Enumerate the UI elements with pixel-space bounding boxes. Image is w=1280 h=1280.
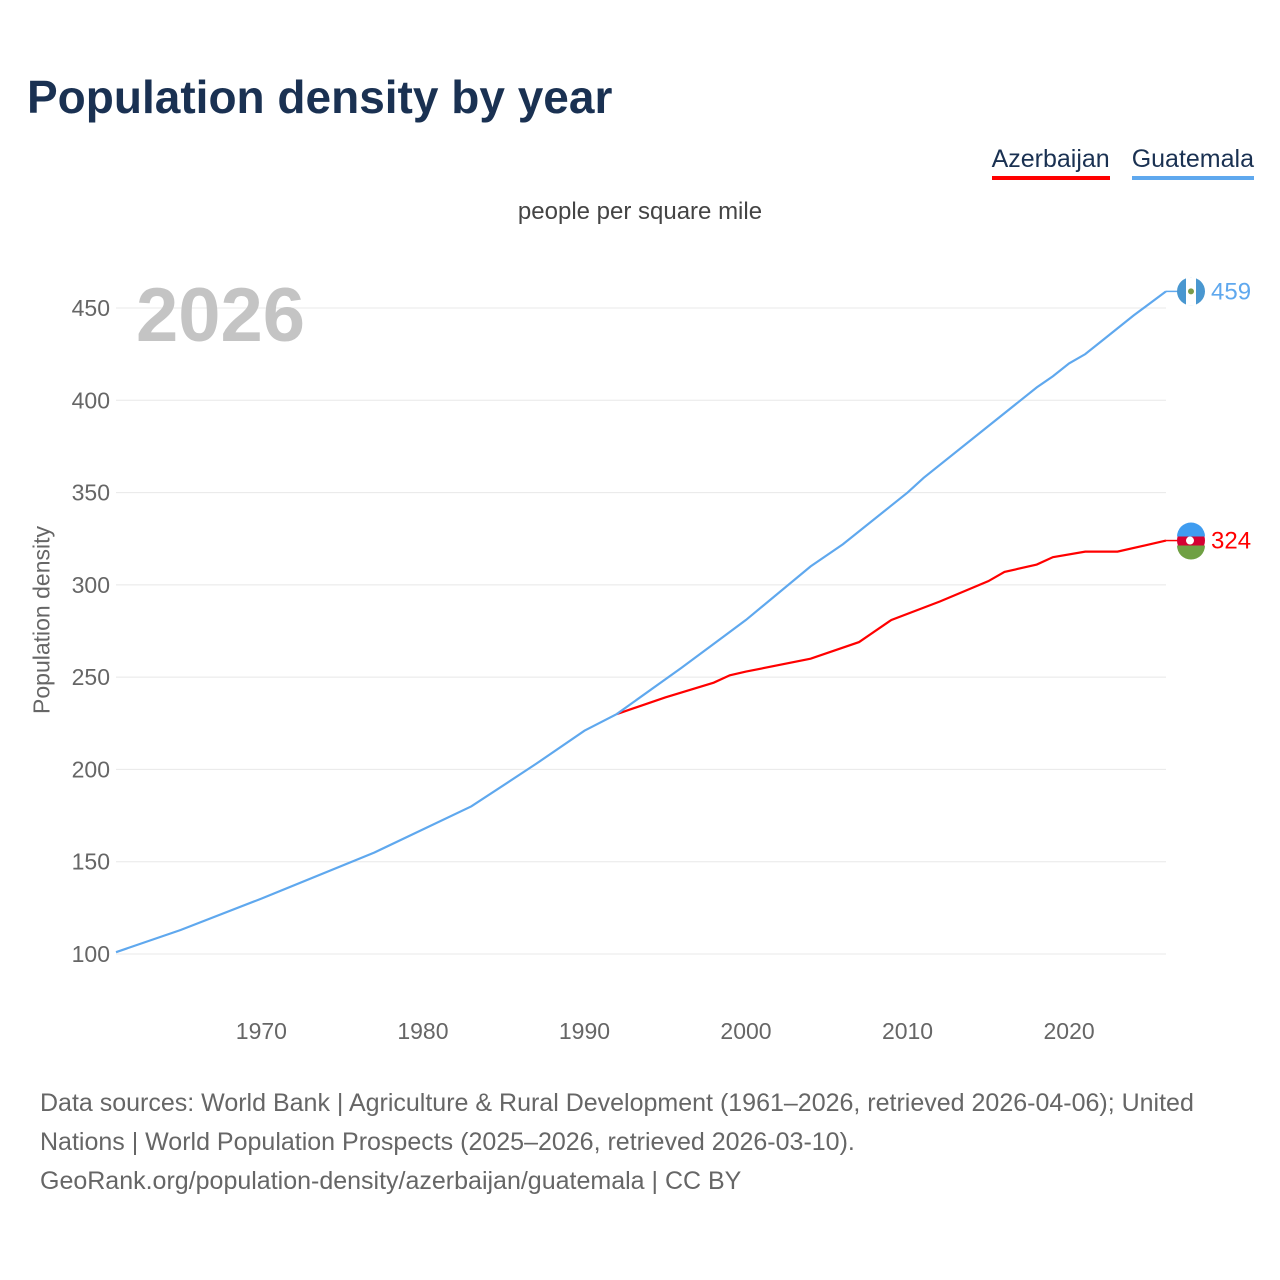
flag-stripe: [1177, 545, 1205, 560]
x-tick-label: 2000: [720, 1018, 771, 1044]
legend-azerbaijan[interactable]: Azerbaijan: [991, 145, 1110, 180]
x-tick-label: 1980: [397, 1018, 448, 1044]
source-link[interactable]: GeoRank.org/population-density/azerbaija…: [40, 1167, 742, 1195]
end-value-label: 459: [1211, 278, 1251, 305]
y-tick-label: 450: [72, 295, 110, 321]
flag-stripe: [1177, 522, 1205, 537]
legend: Azerbaijan Guatemala: [991, 145, 1254, 180]
flag-emblem: [1188, 288, 1194, 295]
y-tick-label: 350: [72, 480, 110, 506]
x-tick-label: 1970: [236, 1018, 287, 1044]
y-tick-label: 300: [72, 572, 110, 598]
series-line-azerbaijan: [616, 539, 1167, 716]
y-tick-label: 150: [72, 849, 110, 875]
flag-crescent: [1186, 536, 1194, 545]
y-tick-label: 200: [72, 756, 110, 782]
y-tick-label: 250: [72, 664, 110, 690]
x-tick-label: 2010: [882, 1018, 933, 1044]
x-tick-label: 1990: [559, 1018, 610, 1044]
footer: Data sources: World Bank | Agriculture &…: [40, 1084, 1250, 1201]
y-tick-label: 400: [72, 387, 110, 413]
chart-title: Population density by year: [27, 71, 613, 123]
y-tick-label: 100: [72, 941, 110, 967]
end-value-label: 324: [1211, 528, 1251, 555]
series-line-guatemala: [115, 290, 1167, 954]
current-year: 2026: [136, 273, 306, 358]
chart-subtitle: people per square mile: [517, 198, 763, 225]
data-sources: Data sources: World Bank | Agriculture &…: [40, 1089, 1194, 1156]
legend-guatemala[interactable]: Guatemala: [1131, 145, 1254, 180]
x-tick-label: 2020: [1043, 1018, 1094, 1044]
